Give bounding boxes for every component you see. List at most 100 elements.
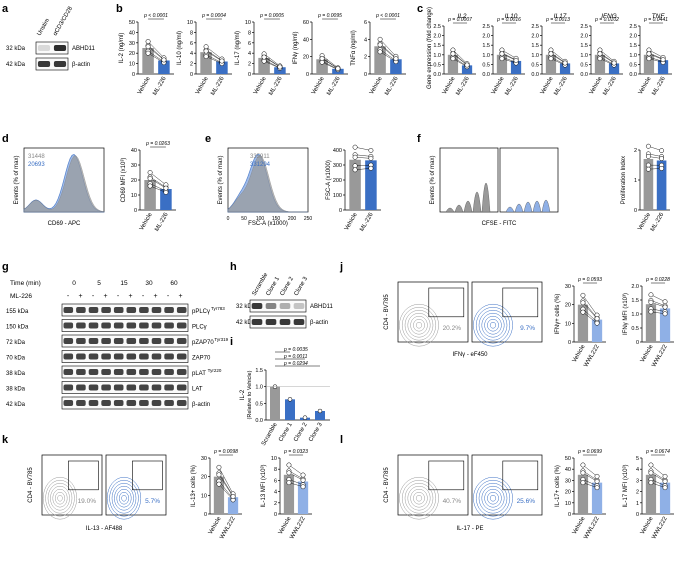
data-point — [648, 292, 654, 298]
bar-vehicle — [349, 159, 361, 210]
blot-band — [101, 384, 111, 391]
pair-line — [648, 53, 664, 60]
bar-vehicle — [283, 474, 295, 514]
data-point — [659, 148, 665, 154]
molecular-weight-label: 42 kDa — [6, 402, 26, 408]
time-label: Time (min) — [10, 280, 41, 287]
data-point — [662, 473, 668, 479]
blot-band — [126, 353, 137, 360]
blot-band — [76, 338, 86, 344]
blot-band — [53, 61, 67, 67]
blot-band — [76, 384, 86, 391]
contour-line — [473, 476, 513, 520]
bar-1 — [285, 399, 295, 420]
contour-frame — [41, 454, 103, 516]
pair-line — [452, 53, 468, 66]
bar-treated — [297, 481, 309, 514]
p-value: p = 0.0323 — [283, 449, 308, 455]
pair-line — [355, 168, 371, 170]
data-point — [319, 56, 325, 61]
contour-y-label: CD4 - BV785 — [384, 467, 390, 503]
x-category-label: ML-226 — [553, 75, 569, 96]
x-category-label: ML-226 — [268, 75, 284, 96]
p-value: p = 0.0294 — [283, 361, 308, 367]
y-tick-label: 8 — [190, 30, 193, 36]
blot-band — [164, 338, 174, 344]
gate — [428, 460, 465, 491]
treatment-sign: - — [92, 293, 95, 300]
blot-lane-label: Unstim — [37, 18, 52, 37]
y-tick-label: 2.5 — [580, 24, 588, 30]
data-point — [594, 320, 600, 326]
data-point — [300, 472, 306, 478]
data-point — [513, 57, 519, 63]
x-category-label: Vehicle — [369, 75, 384, 95]
y-tick-label: 20 — [303, 55, 309, 61]
pair-line — [582, 308, 598, 322]
p-value: p < 0.0001 — [143, 13, 168, 19]
x-category-label: ML-226 — [651, 75, 667, 96]
y-tick-label: 0 — [306, 72, 309, 78]
panel-letter-c: c — [417, 3, 423, 15]
gene-label: IL10 — [505, 13, 518, 20]
data-point — [145, 39, 151, 44]
panel-letter-f: f — [417, 133, 421, 145]
blot-protein-label: pZAP70 — [192, 340, 214, 346]
pair-line — [650, 472, 666, 482]
contour-line — [489, 321, 497, 329]
data-point — [230, 494, 236, 499]
data-point — [662, 485, 668, 491]
x-category-label: Scramble — [261, 421, 279, 447]
molecular-weight-label: 42 kDa — [236, 320, 256, 326]
y-tick-label: 1 — [634, 178, 637, 184]
y-tick-label: 1.0 — [482, 53, 490, 59]
y-tick-label: 1.0 — [631, 312, 639, 318]
pair-line — [650, 294, 666, 302]
pair-line — [650, 464, 666, 477]
bar-treated — [216, 61, 228, 74]
blot-band — [139, 307, 149, 313]
contour-line — [50, 485, 70, 511]
data-point — [562, 60, 568, 66]
data-point — [645, 166, 651, 172]
x-tick-label: 100 — [256, 216, 265, 222]
y-tick-label: 4 — [274, 490, 277, 496]
blot-protein-label: PLCγ — [192, 325, 207, 331]
bar-vehicle — [643, 159, 654, 210]
data-point — [662, 311, 668, 317]
pair-line — [149, 178, 167, 189]
blot-band — [88, 353, 99, 360]
pair-line — [582, 311, 598, 324]
time-value: 15 — [120, 280, 128, 287]
gate — [428, 287, 465, 318]
bar-treated — [657, 60, 669, 74]
pair-line — [147, 46, 165, 61]
y-tick-label: 2.5 — [482, 24, 490, 30]
x-category-label: Vehicle — [640, 343, 655, 363]
blot-band — [63, 338, 74, 344]
data-point — [597, 56, 603, 62]
contour-line — [54, 491, 66, 505]
bar-treated — [591, 482, 603, 514]
contour-line — [487, 318, 499, 332]
panel-letter-i: i — [230, 336, 233, 348]
contour-y-label: CD4 - BV785 — [384, 294, 390, 330]
x-category-label: Vehicle — [208, 515, 223, 535]
blot-band — [164, 353, 174, 360]
contour-line — [410, 488, 428, 508]
time-value: 0 — [72, 280, 76, 287]
x-category-label: Clone 2 — [293, 421, 309, 442]
y-axis-label: IL-2 — [240, 389, 246, 400]
blot-band — [251, 303, 263, 309]
y-tick-label: 2.0 — [433, 34, 441, 40]
y-tick-label: 2 — [248, 62, 251, 68]
blot-band — [101, 322, 111, 329]
panel-letter-e: e — [205, 133, 211, 145]
y-tick-label: 30 — [131, 163, 137, 169]
y-tick-label: 2.0 — [629, 34, 637, 40]
pair-line — [379, 39, 397, 57]
p-value: p = 0.0016 — [496, 17, 521, 23]
data-point — [450, 51, 456, 57]
pair-line — [501, 58, 517, 64]
pair-line — [582, 295, 598, 316]
